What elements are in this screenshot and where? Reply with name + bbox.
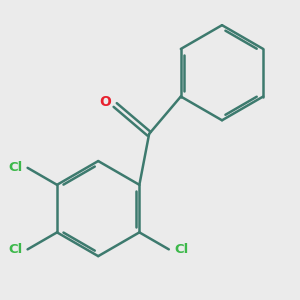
- Text: Cl: Cl: [174, 243, 188, 256]
- Text: Cl: Cl: [8, 161, 22, 174]
- Text: O: O: [99, 94, 111, 109]
- Text: Cl: Cl: [8, 243, 22, 256]
